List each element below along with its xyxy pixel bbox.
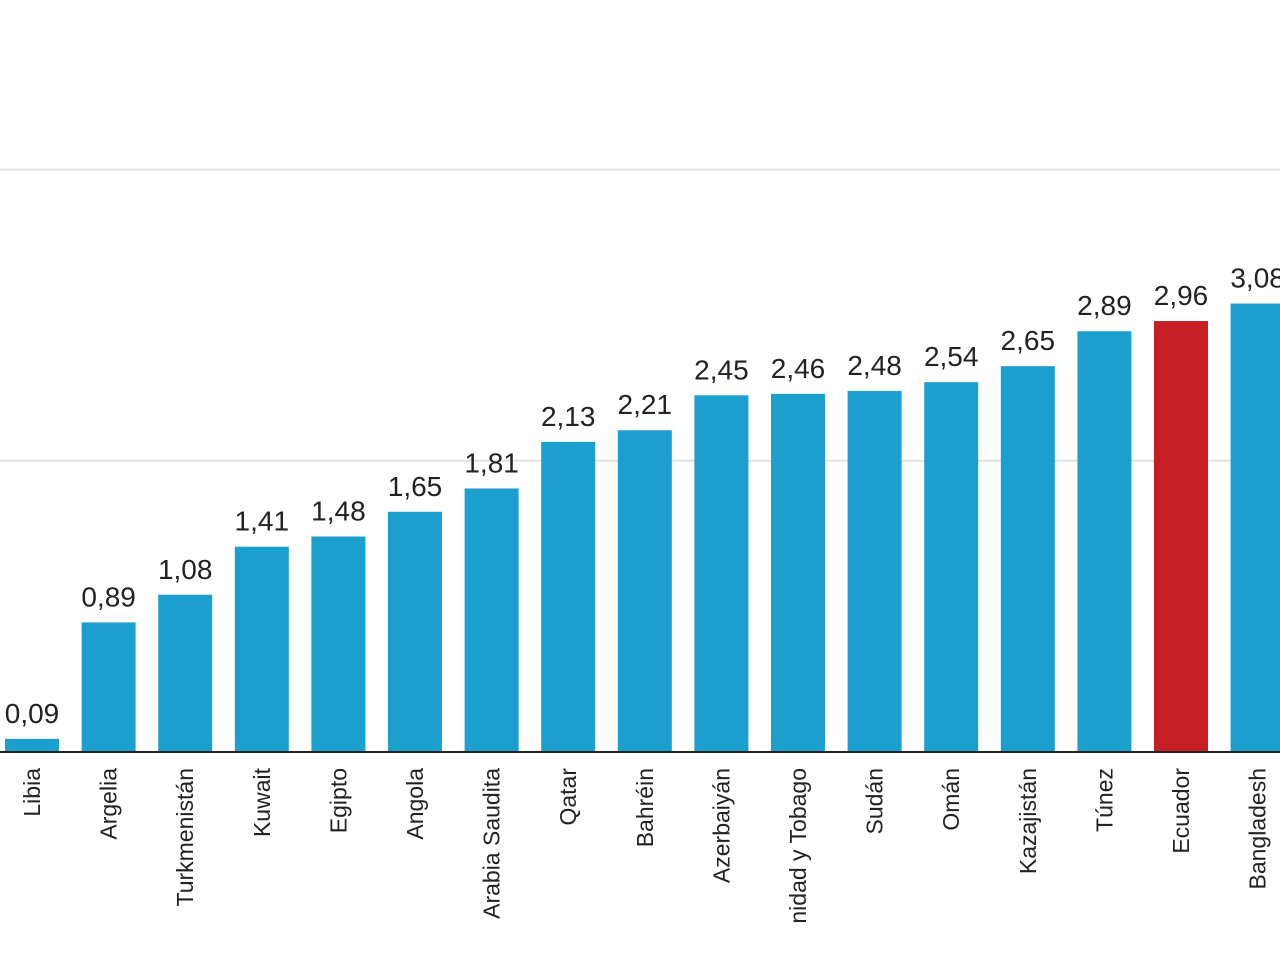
bar <box>234 546 289 752</box>
value-label: 2,46 <box>771 353 826 384</box>
value-label: 3,08 <box>1230 263 1280 294</box>
x-tick-label: Turkmenistán <box>172 768 198 906</box>
value-label: 1,48 <box>311 496 366 527</box>
x-tick-label: Angola <box>402 768 428 840</box>
value-label: 1,81 <box>464 447 519 478</box>
x-tick-label: Bangladesh <box>1245 768 1271 890</box>
value-label: 2,65 <box>1001 325 1056 356</box>
value-label: 2,89 <box>1077 290 1132 321</box>
x-tick-label: Qatar <box>555 768 581 826</box>
bar <box>158 594 213 752</box>
bar <box>464 488 519 752</box>
x-tick-label: Kuwait <box>249 767 275 837</box>
value-label: 2,45 <box>694 354 749 385</box>
x-tick-label: Omán <box>938 768 964 831</box>
x-tick-label: nidad y Tobago <box>785 768 811 924</box>
bar <box>617 430 672 752</box>
value-label: 2,13 <box>541 401 596 432</box>
x-tick-label: Bahréin <box>632 768 658 847</box>
value-label: 2,54 <box>924 341 979 372</box>
bar <box>81 622 136 752</box>
bar <box>847 390 902 752</box>
x-tick-label: Egipto <box>325 768 351 833</box>
bar <box>388 511 442 752</box>
bar <box>541 441 596 752</box>
x-tick-label: Túnez <box>1091 768 1117 832</box>
value-label: 2,48 <box>847 350 902 381</box>
bar <box>924 382 979 752</box>
value-label: 2,96 <box>1154 280 1209 311</box>
x-tick-label: Argelia <box>96 768 122 840</box>
bar <box>1077 331 1132 752</box>
bar <box>771 393 825 752</box>
bar <box>694 395 749 752</box>
value-label: 0,09 <box>5 698 60 729</box>
value-label: 1,08 <box>158 554 213 585</box>
value-label: 1,41 <box>235 506 290 537</box>
value-label: 2,21 <box>618 389 673 420</box>
x-tick-label: Azerbaiyán <box>708 768 734 883</box>
bar <box>1154 321 1208 752</box>
x-tick-label: Ecuador <box>1168 768 1194 854</box>
bar <box>1000 366 1055 752</box>
bar <box>1230 303 1280 752</box>
bar <box>5 738 59 752</box>
x-tick-label: Kazajistán <box>1015 768 1041 874</box>
x-tick-label: Libia <box>19 768 45 817</box>
bar <box>311 536 366 752</box>
value-label: 1,65 <box>388 471 443 502</box>
x-tick-label: Sudán <box>862 768 888 835</box>
x-tick-label: Arabia Saudita <box>479 768 505 919</box>
value-label: 0,89 <box>81 581 136 612</box>
